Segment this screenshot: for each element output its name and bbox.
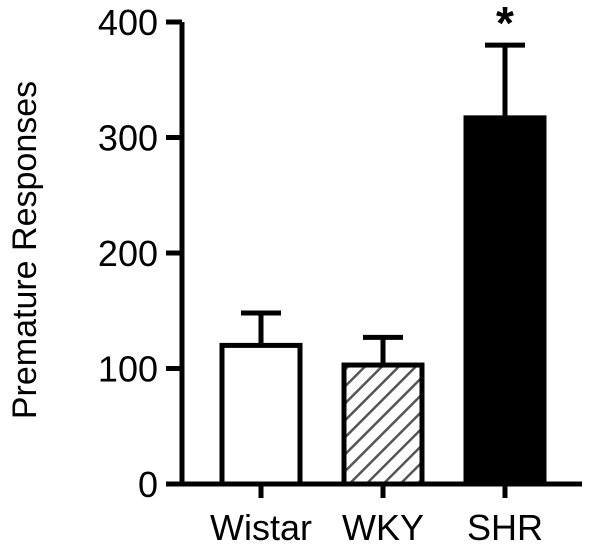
plot-area: 0 100 200 300 400 Wistar WKY SHR * xyxy=(98,0,582,548)
y-tick-label: 0 xyxy=(138,464,158,505)
bar xyxy=(219,342,303,487)
y-tick-label: 300 xyxy=(98,118,158,159)
y-tick-label: 400 xyxy=(98,2,158,43)
y-axis-title: Premature Responses xyxy=(6,81,44,419)
x-category-label: WKY xyxy=(342,507,424,548)
x-category-label: Wistar xyxy=(210,507,312,548)
y-tick-label: 100 xyxy=(98,349,158,390)
bar xyxy=(341,362,425,487)
x-category-label: SHR xyxy=(467,507,543,548)
significance-marker: * xyxy=(496,0,514,49)
bar xyxy=(463,115,547,487)
y-tick-label: 200 xyxy=(98,233,158,274)
